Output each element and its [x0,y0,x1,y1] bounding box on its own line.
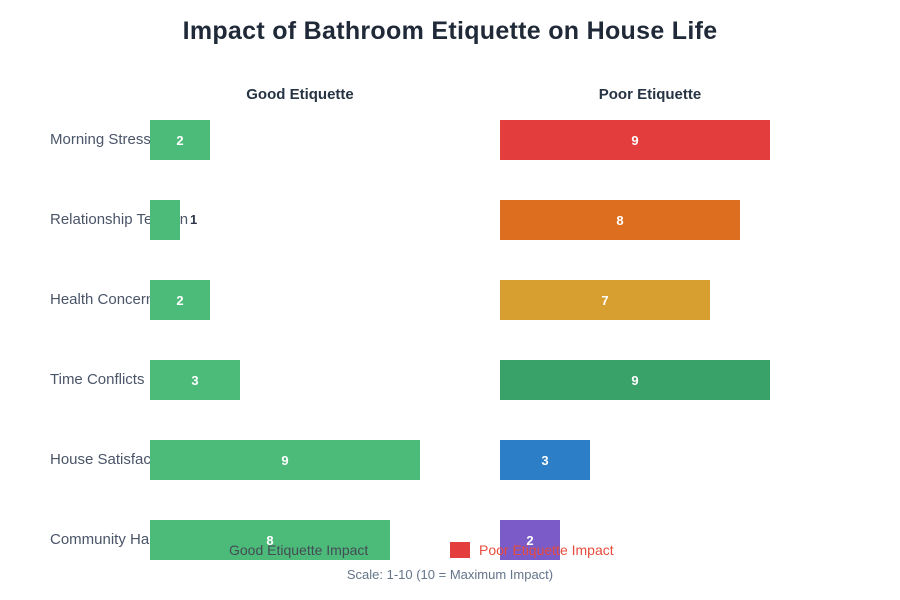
legend-item-poor: Poor Etiquette Impact [450,541,614,558]
bar-value: 2 [526,532,534,548]
bar-value: 7 [601,292,609,308]
chart-title: Impact of Bathroom Etiquette on House Li… [182,17,718,45]
bar-value: 3 [541,452,549,468]
good-legend-swatch-icon [200,541,220,558]
poor-legend-swatch-icon [450,541,470,558]
legend-label-good: Good Etiquette Impact [229,541,369,558]
good-bar [150,200,180,240]
category-label: House Satisfaction [50,451,176,468]
poor-bar: 8 [500,200,740,240]
good-bar: 9 [150,440,420,480]
bar-value: 9 [631,132,639,148]
bar-value: 2 [176,132,184,148]
good-bar: 2 [150,280,210,320]
good-bar: 8 [150,520,390,560]
category-label: Health Concerns [50,291,162,308]
legend-item-good: Good Etiquette Impact [200,541,368,558]
poor-bar: 2 [500,520,560,560]
category-label: Time Conflicts [50,371,145,388]
good-bar: 3 [150,360,240,400]
bar-value: 8 [266,532,274,548]
category-label: Morning Stress [50,131,151,148]
bar-value: 1 [190,212,198,227]
legend-label-poor: Poor Etiquette Impact [479,541,614,558]
poor-bar: 7 [500,280,710,320]
poor-bar: 9 [500,120,770,160]
bar-value: 3 [191,372,199,388]
poor-bar: 3 [500,440,590,480]
bar-value: 9 [631,372,639,388]
good-bar: 2 [150,120,210,160]
column-header-good: Good Etiquette [246,86,354,103]
scale-note: Scale: 1-10 (10 = Maximum Impact) [346,567,554,582]
column-header-poor: Poor Etiquette [598,86,702,103]
bar-value: 2 [176,292,184,308]
bar-value: 8 [616,212,624,228]
bar-value: 9 [281,452,289,468]
poor-bar: 9 [500,360,770,400]
